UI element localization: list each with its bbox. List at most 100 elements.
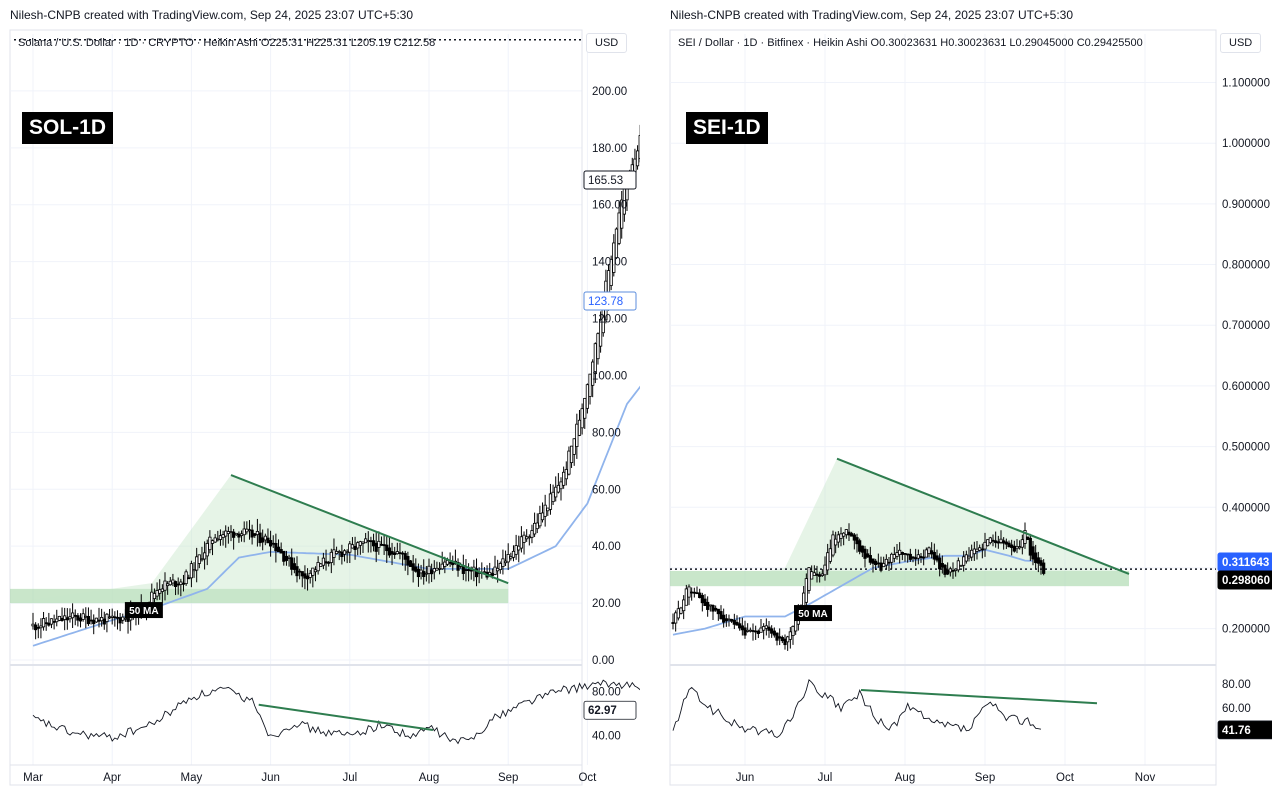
chart-credit: Nilesh-CNPB created with TradingView.com… <box>10 8 413 22</box>
candle-body <box>519 536 524 549</box>
candle-body <box>1012 545 1016 552</box>
candle-body <box>687 586 691 598</box>
candle-body <box>493 566 497 575</box>
candle-body <box>332 549 336 558</box>
candle-body <box>509 556 513 559</box>
candle-body <box>783 638 787 646</box>
candle-body <box>1034 552 1038 564</box>
price-tick-label: 0.00 <box>592 655 614 667</box>
candle-body <box>107 616 112 619</box>
candle-body <box>810 571 814 580</box>
time-tick-label: Jul <box>818 772 833 784</box>
candle-body <box>698 592 702 599</box>
candle-body <box>237 533 241 538</box>
candle-body <box>422 571 426 577</box>
candle-body <box>197 554 201 564</box>
candle-body <box>719 611 723 620</box>
candle-body <box>496 567 500 572</box>
candle-body <box>184 571 188 585</box>
candle-body <box>261 537 265 543</box>
candle-body <box>173 581 178 587</box>
candle-body <box>980 548 984 551</box>
candle-body <box>919 556 923 559</box>
candle-body <box>202 552 207 560</box>
candle-body <box>986 539 990 547</box>
last-price-label-text: 0.298060 <box>1222 575 1270 587</box>
candle-body <box>876 562 880 565</box>
candle-body <box>443 561 447 567</box>
candle-body <box>676 608 680 619</box>
candle-body <box>700 594 704 604</box>
candle-body <box>393 552 397 555</box>
candle-body <box>946 569 950 575</box>
currency-button[interactable]: USD <box>586 33 628 53</box>
candle-body <box>892 554 896 559</box>
candle-body <box>245 528 249 533</box>
rsi-line <box>32 679 640 745</box>
candle-body <box>559 481 563 490</box>
candle-body <box>298 570 302 573</box>
chart-legend: Solana / U.S. Dollar · 1D · CRYPTO · Hei… <box>18 37 436 49</box>
candle-body <box>63 615 67 620</box>
candle-body <box>158 589 162 594</box>
candle-body <box>511 550 516 558</box>
price-tick-label: 0.900000 <box>1222 199 1270 211</box>
candle-body <box>914 557 918 560</box>
candle-body <box>282 550 286 562</box>
candle-body <box>435 567 439 571</box>
candle-body <box>179 581 183 585</box>
candle-body <box>826 552 830 571</box>
candle-body <box>271 542 275 545</box>
rsi-trendline <box>860 689 1098 705</box>
last-price-label <box>583 170 637 190</box>
candle-body <box>340 551 344 557</box>
price-tick-label: 180.00 <box>592 143 627 155</box>
candle-body <box>356 542 360 549</box>
candle-body <box>414 566 418 572</box>
time-tick-label: Apr <box>103 772 121 784</box>
candle-body <box>874 560 878 566</box>
candle-body <box>224 530 228 537</box>
sol-chart-panel: Nilesh-CNPB created with TradingView.com… <box>0 0 640 800</box>
price-tick-label: 60.00 <box>592 484 621 496</box>
candle-body <box>927 547 931 554</box>
candle-body <box>572 438 576 455</box>
candle-body <box>727 618 731 621</box>
candle-body <box>419 569 423 574</box>
time-tick-label: Sep <box>975 772 995 784</box>
sei-chart-svg[interactable]: 0.2000000.3000000.4000000.5000000.600000… <box>640 0 1272 800</box>
ma50-label: 50 MA <box>798 609 827 620</box>
candle-body <box>195 556 199 571</box>
candle-body <box>996 541 1000 544</box>
candle-body <box>187 577 191 580</box>
candle-body <box>398 552 402 555</box>
currency-button[interactable]: USD <box>1220 33 1262 53</box>
candle-body <box>181 582 186 585</box>
candle-body <box>1039 560 1043 566</box>
candle-body <box>110 615 114 618</box>
sol-chart-svg[interactable]: 0.00 20.00 40.00 60.00 80.00 100.00 120.00 140.… <box>0 0 640 800</box>
candle-body <box>408 560 413 567</box>
candle-body <box>41 618 46 628</box>
candle-body <box>200 558 204 561</box>
candle-body <box>498 563 502 571</box>
candle-body <box>84 615 88 618</box>
candle-body <box>92 619 96 625</box>
candle-body <box>863 548 867 559</box>
candle-body <box>221 534 225 538</box>
candle-body <box>695 592 699 595</box>
candle-body <box>525 536 529 540</box>
candle-body <box>703 598 707 607</box>
candle-body <box>76 615 80 621</box>
time-tick-label: Jun <box>261 772 280 784</box>
candle-body <box>554 486 558 498</box>
candle-body <box>78 617 83 622</box>
candle-body <box>924 549 928 558</box>
candle-body <box>305 575 310 580</box>
candle-body <box>852 534 856 541</box>
candle-body <box>751 630 755 632</box>
candle-body <box>585 384 590 409</box>
candle-body <box>767 626 771 631</box>
candle-body <box>962 556 966 566</box>
candle-body <box>850 533 854 537</box>
